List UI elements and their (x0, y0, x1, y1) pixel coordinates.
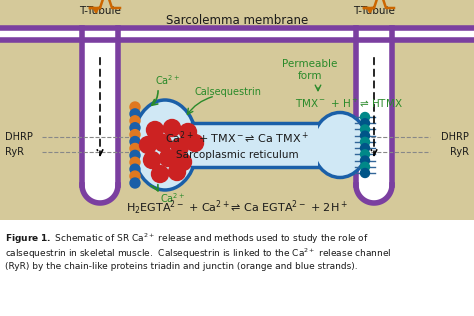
Text: DHRP: DHRP (441, 132, 469, 142)
Circle shape (180, 124, 197, 141)
Text: RyR: RyR (5, 147, 24, 157)
Circle shape (361, 168, 370, 178)
Circle shape (130, 143, 140, 154)
Bar (0, 0, 474, 220)
Circle shape (361, 131, 370, 140)
Circle shape (130, 102, 140, 112)
Circle shape (130, 123, 140, 133)
Circle shape (361, 143, 370, 153)
Text: TMX$^-$ + H$^+$⇌ HTMX: TMX$^-$ + H$^+$⇌ HTMX (295, 96, 403, 110)
Circle shape (130, 130, 140, 140)
Circle shape (186, 135, 203, 151)
Circle shape (130, 164, 140, 174)
Text: $\bf{Figure\ 1.}$ Schematic of SR Ca$^{2+}$ release and methods used to study th: $\bf{Figure\ 1.}$ Schematic of SR Ca$^{2… (5, 232, 369, 246)
Polygon shape (356, 40, 392, 203)
Circle shape (174, 154, 191, 171)
Text: Calsequestrin: Calsequestrin (195, 87, 262, 97)
Polygon shape (82, 40, 118, 203)
Text: (RyR) by the chain-like proteins triadin and junctin (orange and blue strands).: (RyR) by the chain-like proteins triadin… (5, 262, 357, 271)
Circle shape (164, 119, 181, 137)
Circle shape (130, 109, 140, 119)
Text: Permeable
form: Permeable form (283, 59, 337, 81)
Circle shape (361, 112, 370, 121)
Circle shape (168, 163, 185, 180)
Circle shape (130, 137, 140, 147)
Text: Ca$^{2+}$ + TMX$^-$⇌ Ca TMX$^+$: Ca$^{2+}$ + TMX$^-$⇌ Ca TMX$^+$ (165, 130, 309, 146)
Text: T-Tubule: T-Tubule (79, 6, 121, 16)
Circle shape (130, 178, 140, 188)
Text: RyR: RyR (450, 147, 469, 157)
Circle shape (155, 135, 172, 151)
Bar (0, 28, 474, 40)
Circle shape (361, 137, 370, 146)
Circle shape (361, 156, 370, 165)
Text: Sarcolemma membrane: Sarcolemma membrane (166, 15, 308, 27)
Circle shape (152, 166, 168, 183)
Text: H$_2$EGTA$^{2-}$ + Ca$^{2+}$⇌ Ca EGTA$^{2-}$ + 2H$^+$: H$_2$EGTA$^{2-}$ + Ca$^{2+}$⇌ Ca EGTA$^{… (126, 199, 348, 217)
Circle shape (172, 138, 189, 155)
Ellipse shape (312, 112, 367, 178)
Circle shape (130, 171, 140, 181)
Bar (192, 123, 318, 167)
Circle shape (146, 121, 164, 138)
Circle shape (130, 157, 140, 167)
Circle shape (361, 162, 370, 171)
Circle shape (159, 149, 176, 167)
Circle shape (361, 119, 370, 128)
Text: Ca$^{2+}$: Ca$^{2+}$ (160, 191, 185, 205)
Bar (0, 220, 474, 316)
Circle shape (130, 150, 140, 160)
Text: T-Tubule: T-Tubule (353, 6, 395, 16)
Text: Sarcoplasmic reticulum: Sarcoplasmic reticulum (176, 150, 298, 160)
Text: Ca$^{2+}$: Ca$^{2+}$ (155, 73, 181, 87)
Ellipse shape (133, 100, 198, 190)
Circle shape (144, 151, 161, 168)
Circle shape (361, 125, 370, 134)
Circle shape (361, 150, 370, 159)
Text: DHRP: DHRP (5, 132, 33, 142)
Circle shape (139, 137, 156, 154)
Text: calsequestrin in skeletal muscle.  Calsequestrin is linked to the Ca$^{2+}$ rele: calsequestrin in skeletal muscle. Calseq… (5, 247, 392, 261)
Circle shape (130, 116, 140, 126)
